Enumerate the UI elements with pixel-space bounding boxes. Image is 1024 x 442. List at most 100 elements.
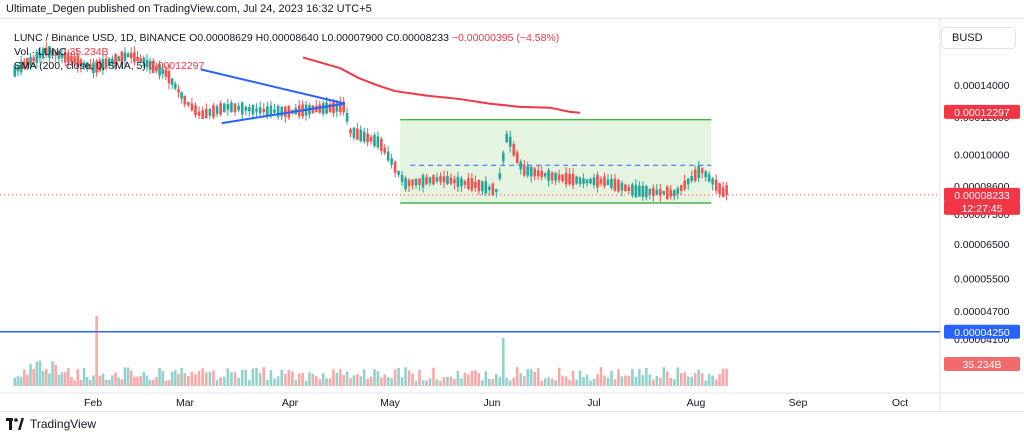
candle-body[interactable] — [484, 181, 488, 194]
candle-body[interactable] — [120, 51, 124, 64]
candle-body[interactable] — [432, 175, 435, 185]
candle-body[interactable] — [568, 173, 571, 185]
candle-body[interactable] — [707, 174, 711, 182]
candle-body[interactable] — [269, 105, 273, 117]
quote-currency-button[interactable]: BUSD — [941, 27, 1016, 49]
candle-body[interactable] — [158, 64, 161, 76]
candle-body[interactable] — [233, 103, 237, 113]
candle-body[interactable] — [376, 136, 380, 148]
candle-body[interactable] — [481, 181, 484, 192]
candle-body[interactable] — [638, 185, 641, 197]
candle-body[interactable] — [266, 106, 269, 116]
candle-body[interactable] — [501, 152, 505, 162]
candle-body[interactable] — [126, 53, 130, 58]
candle-body[interactable] — [219, 103, 222, 115]
candle-body[interactable] — [641, 185, 645, 197]
candle-body[interactable] — [70, 55, 73, 63]
candle-body[interactable] — [529, 166, 533, 177]
chart-frame[interactable]: 0.000140000.000120000.000100000.00008600… — [0, 18, 1024, 412]
candle-body[interactable] — [393, 161, 397, 173]
candle-body[interactable] — [85, 62, 89, 69]
candle-body[interactable] — [321, 103, 325, 114]
candle-body[interactable] — [665, 186, 669, 199]
candle-body[interactable] — [212, 105, 215, 118]
candle-body[interactable] — [48, 46, 51, 58]
candle-body[interactable] — [386, 151, 390, 161]
candle-body[interactable] — [29, 56, 32, 66]
candle-body[interactable] — [201, 110, 204, 119]
candle-body[interactable] — [449, 177, 453, 184]
candle-body[interactable] — [73, 56, 76, 64]
candle-body[interactable] — [470, 178, 474, 191]
candle-body[interactable] — [335, 103, 339, 112]
candle-body[interactable] — [180, 92, 183, 99]
candle-body[interactable] — [714, 179, 718, 191]
candle-body[interactable] — [645, 185, 648, 198]
candle-body[interactable] — [540, 170, 543, 178]
candle-body[interactable] — [280, 106, 284, 117]
candle-body[interactable] — [686, 178, 690, 185]
candle-body[interactable] — [92, 62, 95, 74]
candle-body[interactable] — [690, 175, 694, 181]
candle-body[interactable] — [95, 61, 98, 73]
candle-body[interactable] — [606, 179, 610, 186]
candle-body[interactable] — [155, 65, 158, 71]
candle-body[interactable] — [421, 175, 425, 188]
candle-body[interactable] — [704, 171, 707, 178]
candle-body[interactable] — [82, 62, 86, 66]
candle-body[interactable] — [380, 138, 383, 151]
candle-body[interactable] — [222, 103, 226, 113]
candle-body[interactable] — [519, 161, 523, 170]
candle-body[interactable] — [35, 51, 39, 63]
candle-body[interactable] — [151, 60, 155, 73]
candle-body[interactable] — [22, 61, 26, 69]
candle-body[interactable] — [79, 59, 83, 67]
candle-body[interactable] — [98, 60, 102, 72]
candle-body[interactable] — [655, 189, 659, 195]
candle-body[interactable] — [627, 186, 631, 191]
candle-body[interactable] — [44, 47, 48, 56]
candle-body[interactable] — [215, 106, 219, 114]
candle-body[interactable] — [721, 187, 725, 198]
candle-body[interactable] — [76, 55, 80, 68]
candle-body[interactable] — [38, 52, 42, 59]
candle-body[interactable] — [683, 180, 687, 190]
candle-body[interactable] — [19, 61, 23, 73]
candle-body[interactable] — [400, 174, 404, 182]
candle-body[interactable] — [226, 104, 230, 110]
candle-body[interactable] — [428, 177, 432, 184]
candle-body[interactable] — [543, 172, 547, 177]
candle-body[interactable] — [145, 59, 149, 68]
candle-body[interactable] — [547, 170, 550, 181]
candle-body[interactable] — [676, 188, 680, 195]
candle-body[interactable] — [262, 108, 266, 113]
candle-body[interactable] — [26, 57, 29, 69]
candle-body[interactable] — [613, 178, 617, 191]
legend-volume-row[interactable]: Vol · LUNC 35.234B — [14, 45, 559, 59]
sma-200-line[interactable] — [302, 56, 581, 114]
candle-body[interactable] — [383, 147, 387, 153]
candle-body[interactable] — [603, 176, 606, 187]
candle-body[interactable] — [561, 174, 564, 182]
candle-body[interactable] — [536, 170, 540, 177]
candle-body[interactable] — [123, 52, 127, 61]
candle-body[interactable] — [258, 107, 262, 114]
candle-body[interactable] — [114, 54, 117, 66]
candle-body[interactable] — [352, 127, 356, 138]
candle-body[interactable] — [51, 49, 54, 57]
candle-body[interactable] — [585, 179, 589, 184]
candle-body[interactable] — [725, 185, 728, 195]
candle-body[interactable] — [345, 112, 349, 122]
candle-body[interactable] — [700, 168, 704, 174]
candle-body[interactable] — [397, 170, 400, 175]
candle-body[interactable] — [404, 177, 407, 190]
candle-body[interactable] — [533, 168, 536, 177]
candle-body[interactable] — [111, 58, 114, 64]
candle-body[interactable] — [634, 184, 638, 197]
candle-body[interactable] — [359, 129, 363, 142]
candle-body[interactable] — [13, 65, 17, 77]
candle-body[interactable] — [148, 60, 152, 70]
candle-body[interactable] — [460, 178, 463, 187]
candle-body[interactable] — [338, 102, 342, 112]
candle-body[interactable] — [273, 109, 276, 113]
